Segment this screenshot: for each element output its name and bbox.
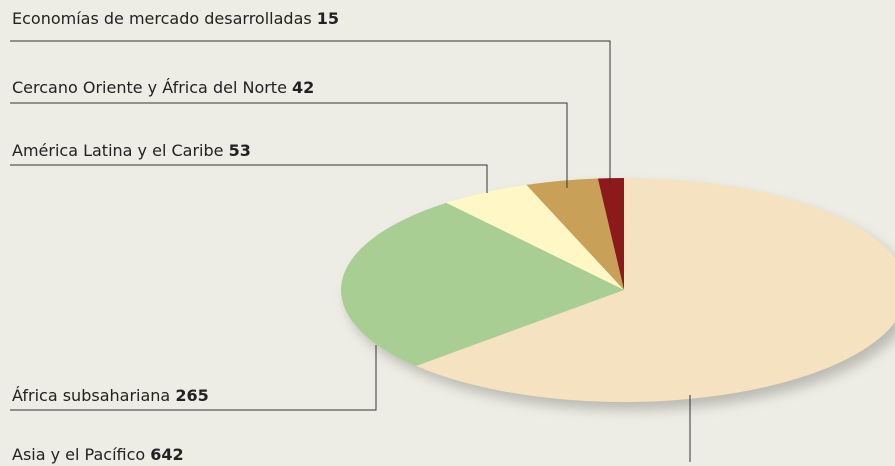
slice-name: Economías de mercado desarrolladas: [12, 9, 312, 28]
slice-name: Cercano Oriente y África del Norte: [12, 78, 287, 97]
slice-name: África subsahariana: [12, 386, 170, 405]
slice-value: 15: [317, 9, 339, 28]
slice-label: América Latina y el Caribe 53: [12, 141, 251, 160]
slice-label: Economías de mercado desarrolladas 15: [12, 9, 339, 28]
leader-line: [10, 40, 611, 185]
slice-value: 642: [150, 445, 183, 464]
slice-label: África subsahariana 265: [12, 386, 209, 405]
slice-label: Asia y el Pacífico 642: [12, 445, 184, 464]
slice-value: 42: [292, 78, 314, 97]
pie: [341, 178, 895, 402]
leader-line: [10, 345, 377, 411]
pie-slice: [597, 178, 624, 290]
slice-name: América Latina y el Caribe: [12, 141, 223, 160]
pie-slice: [446, 184, 624, 290]
pie-slice: [341, 202, 624, 367]
labels: Economías de mercado desarrolladas 15 Cer…: [10, 9, 691, 464]
pie-slice: [416, 178, 895, 402]
slice-value: 265: [175, 386, 208, 405]
slice-name: Asia y el Pacífico: [12, 445, 145, 464]
leader-line: [10, 164, 488, 193]
slice-label: Cercano Oriente y África del Norte 42: [12, 78, 314, 97]
slice-value: 53: [229, 141, 251, 160]
pie-slice: [526, 178, 624, 290]
leader-line: [10, 102, 568, 188]
